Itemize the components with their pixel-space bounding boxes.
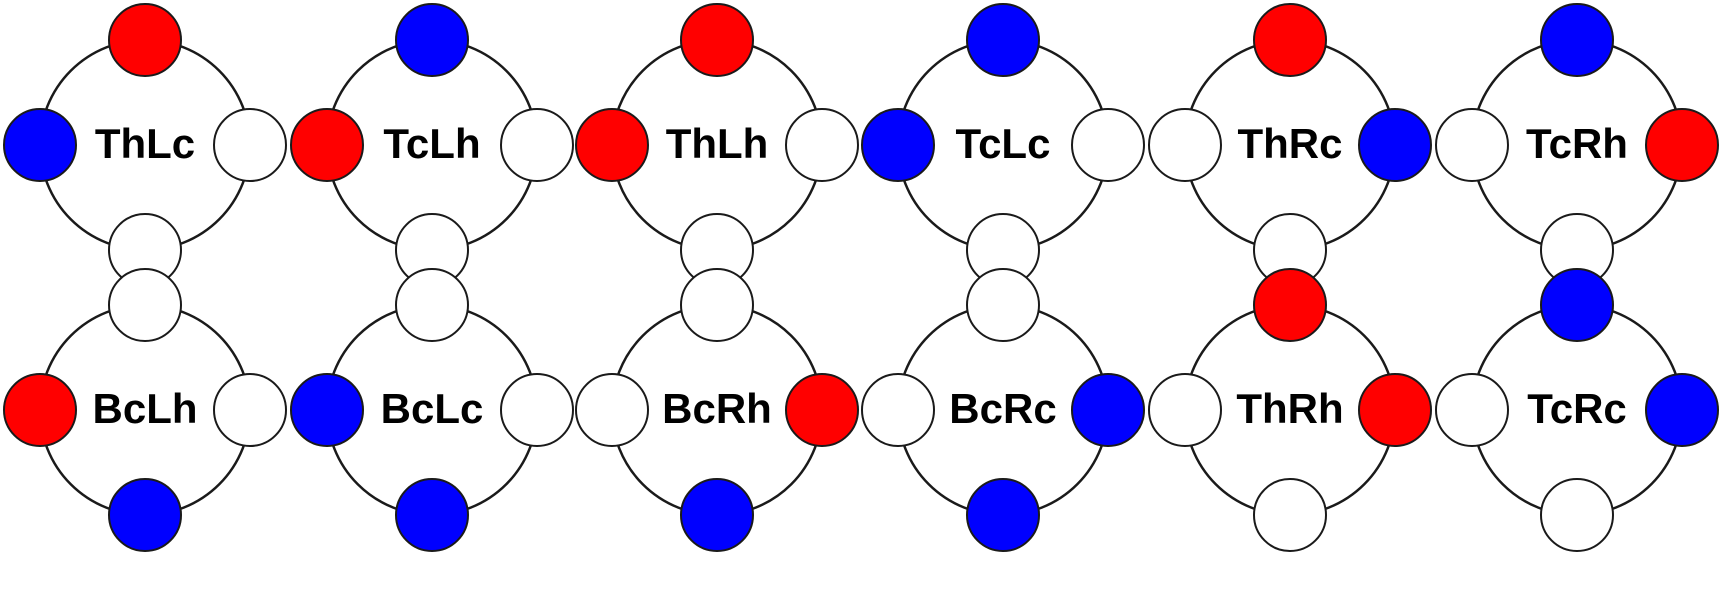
top-port-white [966, 268, 1040, 342]
bottom-port-white [1253, 478, 1327, 552]
left-port-white [1148, 373, 1222, 447]
config-label: BcRh [662, 385, 772, 432]
left-port-red [290, 108, 364, 182]
right-port-red [785, 373, 859, 447]
config-bclc: BcLc [290, 268, 574, 552]
config-thrh: ThRh [1148, 268, 1432, 552]
config-label: BcLh [93, 385, 198, 432]
right-port-white [500, 108, 574, 182]
bottom-port-blue [108, 478, 182, 552]
left-port-blue [290, 373, 364, 447]
top-port-blue [1540, 3, 1614, 77]
config-label: BcRc [949, 385, 1056, 432]
config-label: ThRc [1238, 120, 1343, 167]
right-port-white [1071, 108, 1145, 182]
right-port-red [1645, 108, 1719, 182]
left-port-white [575, 373, 649, 447]
config-label: TcLh [383, 120, 480, 167]
config-label: ThLc [95, 120, 195, 167]
config-tcrc: TcRc [1435, 268, 1719, 552]
top-port-red [680, 3, 754, 77]
config-thlc: ThLc [3, 3, 287, 287]
left-port-white [861, 373, 935, 447]
right-port-white [500, 373, 574, 447]
config-thrc: ThRc [1148, 3, 1432, 287]
top-port-blue [1540, 268, 1614, 342]
top-port-white [395, 268, 469, 342]
config-thlh: ThLh [575, 3, 859, 287]
top-port-blue [966, 3, 1040, 77]
config-bclh: BcLh [3, 268, 287, 552]
right-port-red [1358, 373, 1432, 447]
bottom-port-blue [395, 478, 469, 552]
left-port-blue [3, 108, 77, 182]
config-label: TcRc [1527, 385, 1627, 432]
top-port-white [108, 268, 182, 342]
top-port-red [1253, 3, 1327, 77]
config-label: BcLc [381, 385, 484, 432]
bottom-port-blue [680, 478, 754, 552]
config-label: TcLc [956, 120, 1051, 167]
left-port-red [575, 108, 649, 182]
right-port-white [785, 108, 859, 182]
left-port-white [1148, 108, 1222, 182]
config-label: ThRh [1236, 385, 1343, 432]
config-tcrh: TcRh [1435, 3, 1719, 287]
top-port-red [108, 3, 182, 77]
top-port-red [1253, 268, 1327, 342]
left-port-white [1435, 373, 1509, 447]
left-port-blue [861, 108, 935, 182]
config-bcrh: BcRh [575, 268, 859, 552]
config-label: ThLh [666, 120, 769, 167]
right-port-blue [1645, 373, 1719, 447]
config-label: TcRh [1526, 120, 1628, 167]
config-tclc: TcLc [861, 3, 1145, 287]
top-port-blue [395, 3, 469, 77]
bottom-port-blue [966, 478, 1040, 552]
left-port-red [3, 373, 77, 447]
right-port-white [213, 108, 287, 182]
left-port-white [1435, 108, 1509, 182]
config-tclh: TcLh [290, 3, 574, 287]
bottom-port-white [1540, 478, 1614, 552]
config-bcrc: BcRc [861, 268, 1145, 552]
right-port-blue [1071, 373, 1145, 447]
top-port-white [680, 268, 754, 342]
right-port-white [213, 373, 287, 447]
right-port-blue [1358, 108, 1432, 182]
